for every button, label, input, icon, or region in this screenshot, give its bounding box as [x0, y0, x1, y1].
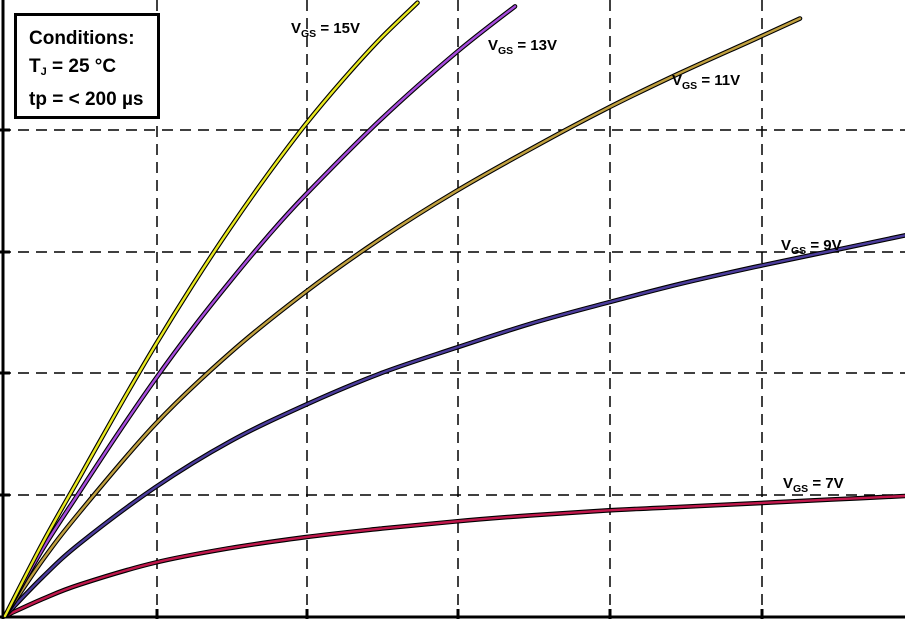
conditions-box: Conditions: TJ = 25 °C tp = < 200 µs [14, 13, 160, 119]
series-label-value: = 7V [808, 475, 843, 492]
series-label-v: V [291, 20, 301, 37]
tj-symbol: T [29, 56, 41, 77]
series-label-vgs-13v: VGS = 13V [488, 37, 557, 57]
series-label-subscript: GS [301, 28, 316, 40]
series-label-v: V [488, 37, 498, 54]
series-label-vgs-9v: VGS = 9V [781, 237, 842, 257]
series-label-subscript: GS [791, 245, 806, 257]
series-line-vgs-9v [3, 234, 905, 618]
conditions-title: Conditions: [29, 28, 135, 49]
series-label-v: V [783, 475, 793, 492]
series-label-v: V [781, 237, 791, 254]
series-label-subscript: GS [498, 45, 513, 57]
series-line-vgs-13v [3, 5, 517, 618]
series-line-shadow-vgs-7v [2, 493, 905, 619]
series-line-vgs-11v [3, 17, 802, 618]
series-label-v: V [672, 72, 682, 89]
tj-value: = 25 °C [46, 56, 117, 77]
series-label-value: = 9V [806, 237, 841, 254]
conditions-junction-temperature: TJ = 25 °C [29, 53, 157, 86]
series-label-subscript: GS [793, 483, 808, 495]
series-line-vgs-7v [3, 494, 905, 618]
series-label-vgs-11v: VGS = 11V [672, 72, 740, 92]
conditions-pulse-width: tp = < 200 µs [29, 89, 144, 110]
series-label-vgs-7v: VGS = 7V [783, 475, 844, 495]
series-label-value: = 15V [316, 20, 360, 37]
series-line-shadow-vgs-9v [2, 233, 905, 619]
tj-subscript: J [40, 66, 47, 78]
series-line-vgs-15v [3, 1, 419, 618]
series-label-vgs-15v: VGS = 15V [291, 20, 360, 40]
series-label-value: = 13V [513, 37, 557, 54]
series-label-subscript: GS [682, 80, 697, 92]
series-label-value: = 11V [697, 72, 740, 89]
